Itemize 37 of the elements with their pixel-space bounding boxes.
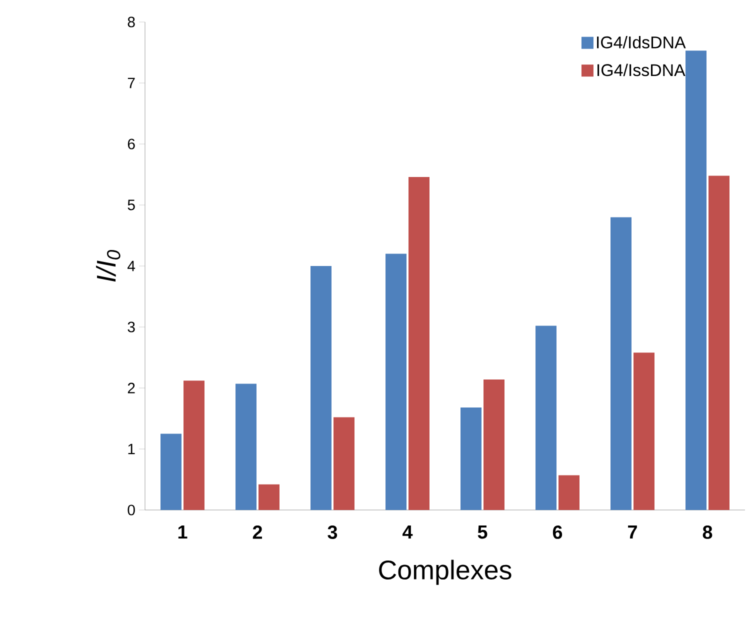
bar — [484, 379, 504, 510]
bar — [686, 50, 707, 510]
y-tick-label: 8 — [128, 16, 135, 28]
bar — [334, 417, 354, 510]
bar — [386, 254, 407, 510]
bar — [310, 266, 332, 510]
bar — [708, 176, 730, 510]
bar — [460, 408, 482, 510]
y-tick-label: 1 — [128, 444, 135, 454]
y-tick-label: 0 — [128, 504, 135, 516]
bar — [634, 352, 654, 510]
x-tick-label: 3 — [328, 526, 338, 539]
legend-label: IG4/IssDNA — [598, 64, 686, 76]
x-tick-label: 5 — [478, 526, 488, 539]
bar — [184, 380, 204, 510]
y-tick-label: 7 — [128, 78, 135, 88]
bar — [408, 176, 430, 510]
x-tick-label: 7 — [628, 526, 637, 539]
x-axis-title: Complexes — [379, 560, 512, 585]
y-tick-label: 2 — [128, 382, 135, 394]
x-tick-label: 6 — [552, 526, 562, 539]
y-tick-label: 3 — [128, 322, 135, 332]
bar — [610, 217, 632, 510]
bar — [536, 326, 557, 510]
y-axis-title: I/I$_{0}$ — [96, 250, 120, 282]
y-tick-label: 4 — [128, 260, 136, 272]
x-tick-label: 1 — [178, 526, 188, 539]
bar — [160, 434, 182, 510]
x-tick-label: 2 — [252, 526, 262, 539]
bar — [236, 384, 257, 510]
y-tick-label: 6 — [128, 138, 135, 150]
legend-label: IG4/IdsDNA — [597, 36, 686, 48]
bar — [258, 484, 280, 510]
x-tick-label: 4 — [402, 526, 413, 539]
y-tick-label: 5 — [128, 200, 135, 210]
bar — [558, 475, 580, 510]
x-tick-label: 8 — [702, 526, 712, 539]
